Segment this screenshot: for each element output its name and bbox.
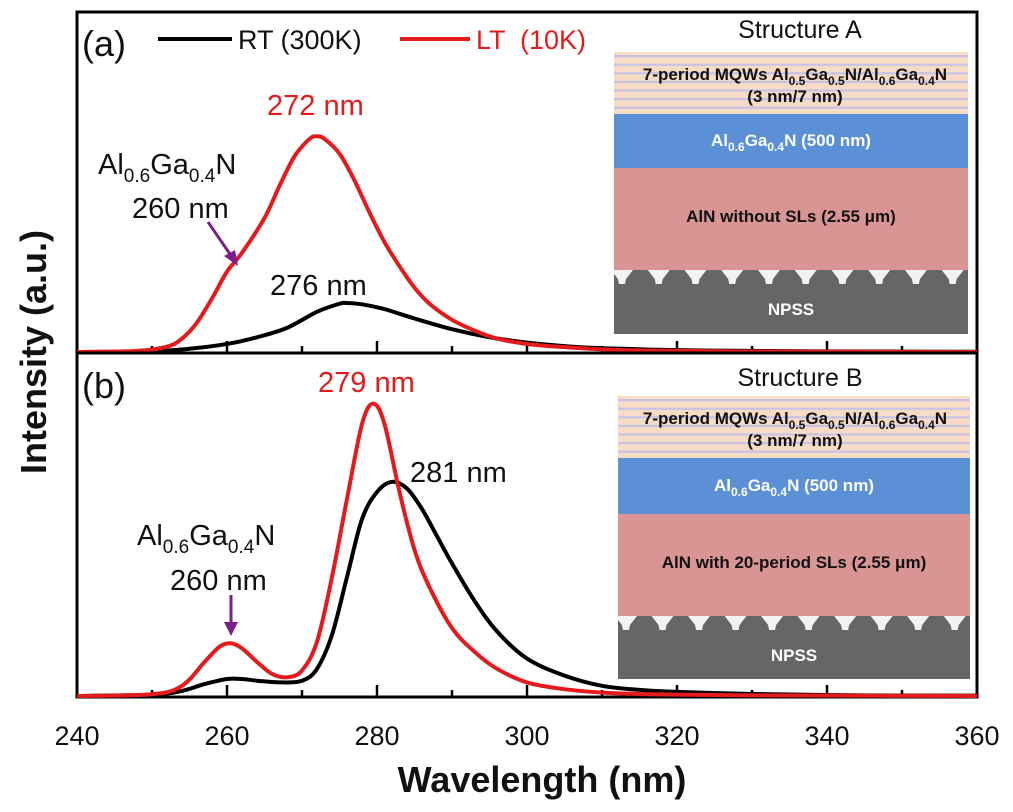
panel-b-shoulder-composition: Al0.6Ga0.4N xyxy=(137,520,275,558)
structure-a-aln-label: AlN without SLs (2.55 μm) xyxy=(686,207,896,226)
panel-a-curves xyxy=(76,134,978,354)
mqw-stripe xyxy=(618,399,970,402)
npss-pattern-void xyxy=(761,616,784,630)
npss-pattern-void xyxy=(941,270,964,284)
npss-pattern-void xyxy=(907,616,930,630)
npss-pattern-void xyxy=(831,270,854,284)
npss-pattern-void xyxy=(757,270,780,284)
panel-b: Structure B 7-period MQWs Al0.5Ga0.5N/Al… xyxy=(75,351,979,699)
panel-b-tag: (b) xyxy=(82,365,126,406)
npss-pattern-void xyxy=(904,270,927,284)
mqw-stripe xyxy=(618,424,970,427)
mqw-stripe xyxy=(614,98,968,101)
structure-b-mqw-label: 7-period MQWs Al0.5Ga0.5N/Al0.6Ga0.4N xyxy=(643,409,947,432)
npss-pattern-void xyxy=(688,616,711,630)
npss-body xyxy=(614,270,968,334)
x-tick-label: 260 xyxy=(204,721,249,751)
structure-b-inset: Structure B 7-period MQWs Al0.5Ga0.5N/Al… xyxy=(615,364,970,679)
mqw-stripe xyxy=(614,63,968,66)
mqw-stripe xyxy=(614,80,968,83)
panel-b-shoulder-wavelength: 260 nm xyxy=(170,565,267,597)
npss-pattern-void xyxy=(834,616,857,630)
structure-b-algan-label: Al0.6Ga0.4N (500 nm) xyxy=(714,476,874,499)
x-tick-label: 320 xyxy=(654,721,699,751)
panel-a-peak-rt: 276 nm xyxy=(270,270,367,302)
npss-pattern-void xyxy=(794,270,817,284)
mqw-stripe xyxy=(614,72,968,75)
x-axis-title: Wavelength (nm) xyxy=(398,759,687,800)
x-tick-label: 280 xyxy=(354,721,399,751)
structure-b-mqw-thickness: (3 nm/7 nm) xyxy=(747,431,842,450)
panel-b-peak-lt: 279 nm xyxy=(318,367,415,399)
structure-a-algan-layer xyxy=(614,114,968,168)
structure-b-algan-layer xyxy=(618,458,970,514)
mqw-stripe xyxy=(618,450,970,453)
x-tick-label: 340 xyxy=(804,721,849,751)
panel-b-shoulder-arrow xyxy=(224,595,238,636)
structure-a-npss-label: NPSS xyxy=(768,300,814,319)
series-line-lt xyxy=(76,134,978,354)
npss-pattern-void xyxy=(724,616,747,630)
npss-pattern-void xyxy=(611,270,633,284)
structure-b-aln-label: AlN with 20-period SLs (2.55 μm) xyxy=(662,553,927,572)
legend-lt-label: LT (10K) xyxy=(476,25,586,55)
structure-a-title: Structure A xyxy=(738,16,862,44)
legend: RT (300K) LT (10K) xyxy=(158,25,586,55)
x-tick-labels: 240 260 280 300 320 340 360 xyxy=(54,721,999,751)
npss-pattern-void xyxy=(868,270,891,284)
npss-pattern-void xyxy=(870,616,893,630)
panel-a: Structure A 7-period MQWs Al0.5Ga0.5N/Al… xyxy=(75,10,979,355)
mqw-stripe xyxy=(618,433,970,436)
mqw-stripe xyxy=(614,106,968,109)
structure-a-aln-layer xyxy=(614,168,968,270)
structure-b-npss-substrate xyxy=(615,616,970,679)
panel-a-peak-lt: 272 nm xyxy=(267,90,364,122)
y-axis-title: Intensity (a.u.) xyxy=(13,230,54,474)
structure-b-title: Structure B xyxy=(737,364,862,392)
panel-a-shoulder-arrow xyxy=(206,221,238,266)
structure-a-mqw-layer xyxy=(614,52,968,114)
series-line-lt xyxy=(76,401,978,698)
structure-a-mqw-thickness: (3 nm/7 nm) xyxy=(747,87,842,106)
panel-a-tag: (a) xyxy=(82,23,126,64)
structure-b-aln-layer xyxy=(618,514,970,616)
structure-b-mqw-layer xyxy=(618,396,970,458)
mqw-stripe xyxy=(618,442,970,445)
structure-a-npss-substrate xyxy=(611,270,968,334)
npss-pattern-void xyxy=(721,270,744,284)
x-tick-label: 300 xyxy=(504,721,549,751)
structure-a-inset: Structure A 7-period MQWs Al0.5Ga0.5N/Al… xyxy=(611,16,968,334)
panel-a-shoulder-wavelength: 260 nm xyxy=(132,193,229,225)
npss-body xyxy=(618,616,970,679)
npss-pattern-void xyxy=(684,270,707,284)
structure-a-algan-label: Al0.6Ga0.4N (500 nm) xyxy=(711,131,871,154)
npss-pattern-void xyxy=(615,616,637,630)
x-tick-label: 360 xyxy=(954,721,999,751)
mqw-stripe xyxy=(614,55,968,58)
npss-pattern-void xyxy=(651,616,674,630)
mqw-stripe xyxy=(618,416,970,419)
npss-pattern-void xyxy=(797,616,820,630)
legend-rt-label: RT (300K) xyxy=(238,25,362,55)
x-tick-label: 240 xyxy=(54,721,99,751)
npss-pattern-void xyxy=(943,616,966,630)
mqw-stripe xyxy=(618,407,970,410)
structure-b-npss-label: NPSS xyxy=(771,646,817,665)
mqw-stripe xyxy=(614,89,968,92)
structure-a-mqw-label: 7-period MQWs Al0.5Ga0.5N/Al0.6Ga0.4N xyxy=(643,65,947,88)
panel-b-peak-rt: 281 nm xyxy=(410,457,507,489)
panel-a-shoulder-composition: Al0.6Ga0.4N xyxy=(98,149,236,187)
panel-b-curves xyxy=(76,401,978,698)
npss-pattern-void xyxy=(647,270,670,284)
